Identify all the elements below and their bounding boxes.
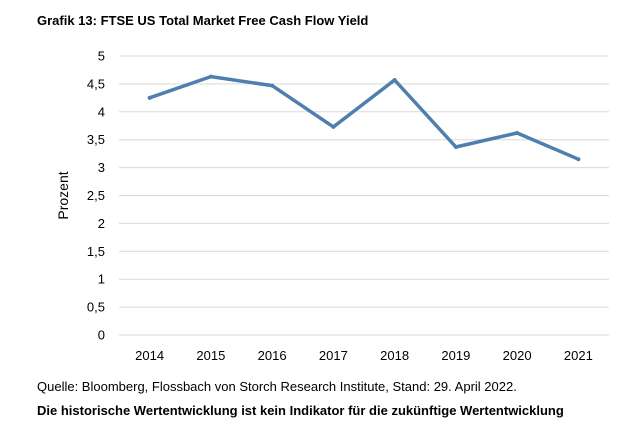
- disclaimer-note: Die historische Wertentwicklung ist kein…: [37, 403, 564, 418]
- x-tick-label: 2021: [564, 348, 593, 363]
- source-note: Quelle: Bloomberg, Flossbach von Storch …: [37, 379, 517, 394]
- data-point: [392, 77, 397, 82]
- x-tick-label: 2016: [258, 348, 287, 363]
- data-point: [147, 95, 152, 100]
- data-point: [576, 157, 581, 162]
- y-tick-label: 1,5: [87, 244, 105, 259]
- data-point: [270, 83, 275, 88]
- y-tick-label: 5: [98, 49, 105, 64]
- y-tick-label: 3,5: [87, 132, 105, 147]
- x-tick-label: 2019: [441, 348, 470, 363]
- x-axis-ticks: 2014 2015 2016 2017 2018 2019 2020 2021: [135, 348, 593, 363]
- chart-title: Grafik 13: FTSE US Total Market Free Cas…: [37, 13, 369, 28]
- data-point: [515, 131, 520, 136]
- y-tick-label: 3: [98, 160, 105, 175]
- y-tick-label: 4,5: [87, 76, 105, 91]
- y-tick-label: 0,5: [87, 300, 105, 315]
- y-tick-label: 0: [98, 328, 105, 343]
- x-tick-label: 2018: [380, 348, 409, 363]
- series-line: [147, 74, 581, 161]
- data-point: [331, 124, 336, 129]
- y-tick-label: 2: [98, 216, 105, 231]
- data-point: [453, 144, 458, 149]
- y-tick-label: 2,5: [87, 188, 105, 203]
- x-tick-label: 2014: [135, 348, 164, 363]
- x-tick-label: 2015: [196, 348, 225, 363]
- series-layer: [147, 74, 581, 162]
- gridlines: [119, 55, 609, 336]
- y-axis-ticks: 0 0,5 1 1,5 2 2,5 3 3,5 4 4,5 5: [87, 49, 105, 343]
- x-tick-label: 2017: [319, 348, 348, 363]
- x-tick-label: 2020: [503, 348, 532, 363]
- data-point: [208, 74, 213, 79]
- y-tick-label: 4: [98, 104, 105, 119]
- y-tick-label: 1: [98, 272, 105, 287]
- y-axis-title: Prozent: [55, 171, 71, 219]
